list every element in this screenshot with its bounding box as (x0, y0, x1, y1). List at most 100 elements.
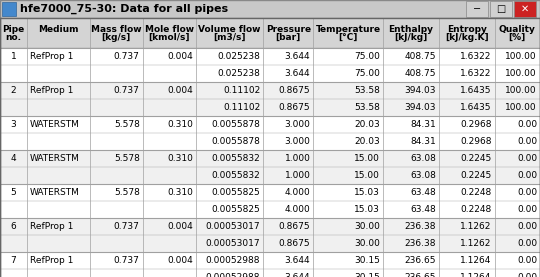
Text: 236.65: 236.65 (404, 273, 436, 277)
Text: 0.004: 0.004 (167, 256, 193, 265)
Text: hfe7000_75-30: Data for all pipes: hfe7000_75-30: Data for all pipes (20, 4, 228, 14)
Text: 0.025238: 0.025238 (218, 52, 260, 61)
Text: 408.75: 408.75 (404, 69, 436, 78)
Text: 84.31: 84.31 (410, 137, 436, 146)
Text: 236.38: 236.38 (404, 222, 436, 231)
Text: 0.0055832: 0.0055832 (212, 171, 260, 180)
Text: Enthalpy: Enthalpy (388, 24, 433, 34)
Text: 0.737: 0.737 (114, 222, 140, 231)
Text: WATERSTM: WATERSTM (30, 120, 80, 129)
Text: no.: no. (5, 32, 22, 42)
Text: 100.00: 100.00 (505, 86, 537, 95)
Text: 63.08: 63.08 (410, 154, 436, 163)
Text: 20.03: 20.03 (354, 137, 380, 146)
Text: [kg/s]: [kg/s] (102, 32, 131, 42)
Text: 75.00: 75.00 (354, 69, 380, 78)
Bar (0, 252, 540, 269)
Text: 0.00: 0.00 (517, 205, 537, 214)
Text: 1.6435: 1.6435 (460, 103, 492, 112)
Text: 1: 1 (11, 52, 16, 61)
Text: [kmol/s]: [kmol/s] (148, 32, 190, 42)
Text: 3.644: 3.644 (285, 52, 310, 61)
Text: 0.310: 0.310 (167, 154, 193, 163)
Text: 30.15: 30.15 (354, 273, 380, 277)
Text: 1.6322: 1.6322 (460, 69, 492, 78)
Text: 0.8675: 0.8675 (279, 103, 310, 112)
Text: 0.8675: 0.8675 (279, 86, 310, 95)
Text: 0.00: 0.00 (517, 188, 537, 197)
Bar (466, 1, 488, 17)
Text: [bar]: [bar] (276, 32, 301, 42)
Text: □: □ (496, 4, 505, 14)
Text: 394.03: 394.03 (404, 103, 436, 112)
Text: RefProp 1: RefProp 1 (30, 52, 73, 61)
Bar (0, 167, 540, 184)
Text: 4.000: 4.000 (285, 188, 310, 197)
Text: 0.737: 0.737 (114, 86, 140, 95)
Bar (0, 0, 540, 18)
Text: 0.00: 0.00 (517, 137, 537, 146)
Text: 0.00: 0.00 (517, 256, 537, 265)
Text: 1.1262: 1.1262 (460, 239, 492, 248)
Text: 1.1262: 1.1262 (460, 222, 492, 231)
Text: Mass flow: Mass flow (91, 24, 141, 34)
Text: 0.0055825: 0.0055825 (212, 205, 260, 214)
Text: Pressure: Pressure (266, 24, 311, 34)
Bar (0, 99, 540, 116)
Text: 0.0055832: 0.0055832 (212, 154, 260, 163)
Text: 0.00052988: 0.00052988 (206, 273, 260, 277)
Text: 30.00: 30.00 (354, 222, 380, 231)
Bar (0, 65, 540, 82)
Text: 0.00: 0.00 (517, 171, 537, 180)
Text: [%]: [%] (509, 32, 526, 42)
Text: RefProp 1: RefProp 1 (30, 256, 73, 265)
Text: 5.578: 5.578 (114, 120, 140, 129)
Text: 0.8675: 0.8675 (279, 239, 310, 248)
Text: 3.644: 3.644 (285, 273, 310, 277)
Text: [kJ/kg.K]: [kJ/kg.K] (445, 32, 489, 42)
Text: 0.004: 0.004 (167, 222, 193, 231)
Text: 15.03: 15.03 (354, 205, 380, 214)
Text: 3.644: 3.644 (285, 256, 310, 265)
Text: 20.03: 20.03 (354, 120, 380, 129)
Text: Mole flow: Mole flow (145, 24, 194, 34)
Text: 0.310: 0.310 (167, 188, 193, 197)
Text: 4: 4 (11, 154, 16, 163)
Text: 3: 3 (11, 120, 16, 129)
Text: 4.000: 4.000 (285, 205, 310, 214)
Bar (0, 201, 540, 218)
Text: 1.6322: 1.6322 (460, 52, 492, 61)
Bar (0, 184, 540, 201)
Text: RefProp 1: RefProp 1 (30, 86, 73, 95)
Text: 1.000: 1.000 (285, 154, 310, 163)
Bar (0, 48, 540, 65)
Text: 3.000: 3.000 (285, 137, 310, 146)
Text: 1.6435: 1.6435 (460, 86, 492, 95)
Text: 63.48: 63.48 (410, 188, 436, 197)
Text: 5.578: 5.578 (114, 154, 140, 163)
Bar (0, 133, 540, 150)
Text: 0.004: 0.004 (167, 52, 193, 61)
Text: 0.2248: 0.2248 (461, 205, 492, 214)
Text: 0.2245: 0.2245 (461, 154, 492, 163)
Text: 236.65: 236.65 (404, 256, 436, 265)
Text: RefProp 1: RefProp 1 (30, 222, 73, 231)
Text: 0.310: 0.310 (167, 120, 193, 129)
Text: [m3/s]: [m3/s] (213, 32, 246, 42)
Text: [kJ/kg]: [kJ/kg] (394, 32, 428, 42)
Text: 236.38: 236.38 (404, 239, 436, 248)
Text: 0.00: 0.00 (517, 154, 537, 163)
Text: 5.578: 5.578 (114, 188, 140, 197)
Text: 0.00052988: 0.00052988 (206, 256, 260, 265)
Text: 0.2245: 0.2245 (461, 171, 492, 180)
Text: 0.2968: 0.2968 (460, 120, 492, 129)
Text: 15.03: 15.03 (354, 188, 380, 197)
Bar (490, 1, 512, 17)
Bar (2, 2, 16, 16)
Text: 30.00: 30.00 (354, 239, 380, 248)
Text: 84.31: 84.31 (410, 120, 436, 129)
Text: WATERSTM: WATERSTM (30, 154, 80, 163)
Text: [°C]: [°C] (339, 32, 358, 42)
Text: −: − (473, 4, 481, 14)
Text: 6: 6 (11, 222, 16, 231)
